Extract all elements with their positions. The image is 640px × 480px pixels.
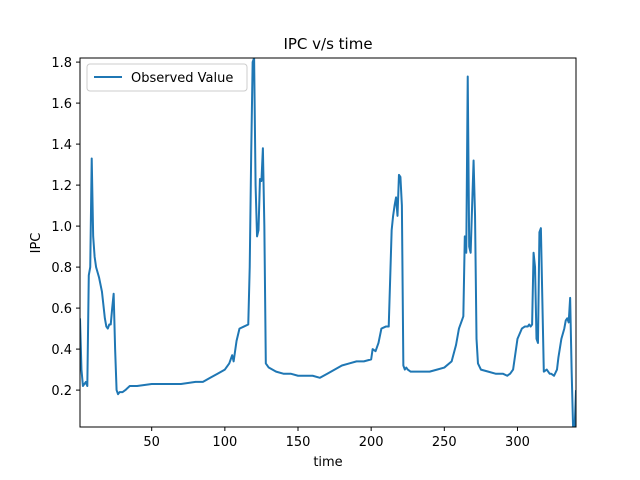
x-tick-label: 100 bbox=[212, 435, 237, 450]
x-tick-label: 150 bbox=[286, 435, 311, 450]
y-tick-label: 1.2 bbox=[51, 179, 72, 194]
legend-entry-observed-value: Observed Value bbox=[131, 71, 233, 86]
y-axis-label: IPC bbox=[29, 233, 44, 254]
y-tick-label: 1.4 bbox=[51, 138, 72, 153]
y-tick-label: 1.8 bbox=[51, 56, 72, 71]
legend-frame bbox=[86, 63, 248, 92]
x-tick-label: 50 bbox=[143, 435, 160, 450]
y-tick-label: 0.2 bbox=[51, 384, 72, 399]
x-tick-label: 200 bbox=[359, 435, 384, 450]
y-tick-label: 0.4 bbox=[51, 343, 72, 358]
chart-title: IPC v/s time bbox=[283, 35, 372, 53]
y-axis: 0.2 0.4 0.6 0.8 1.0 1.2 1.4 1.6 1.8 bbox=[51, 56, 80, 399]
x-axis: 50 100 150 200 250 300 bbox=[143, 427, 530, 450]
y-tick-label: 0.8 bbox=[51, 261, 72, 276]
x-tick-label: 250 bbox=[432, 435, 457, 450]
x-tick-label: 300 bbox=[505, 435, 530, 450]
series-layer bbox=[80, 58, 576, 427]
x-axis-label: time bbox=[313, 455, 342, 470]
legend: Observed Value bbox=[86, 63, 248, 92]
plot-area-frame bbox=[79, 57, 577, 428]
y-tick-label: 1.0 bbox=[51, 220, 72, 235]
series-line-0 bbox=[80, 58, 576, 427]
y-tick-label: 0.6 bbox=[51, 302, 72, 317]
y-tick-label: 1.6 bbox=[51, 97, 72, 112]
